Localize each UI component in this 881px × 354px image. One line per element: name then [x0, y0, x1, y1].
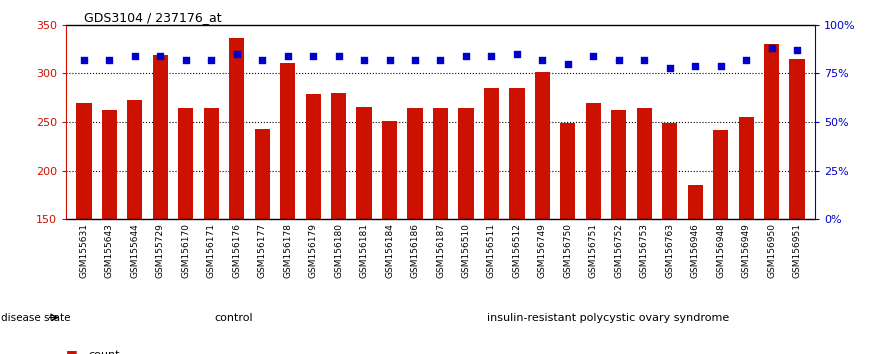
Point [281, 53, 295, 59]
Bar [458, 108, 474, 354]
Text: GSM155631: GSM155631 [79, 223, 88, 278]
Text: GSM156752: GSM156752 [614, 223, 623, 278]
Point [102, 57, 116, 63]
Point [765, 45, 779, 51]
Text: GSM156749: GSM156749 [538, 223, 547, 278]
Bar [509, 88, 524, 354]
Text: GSM156512: GSM156512 [513, 223, 522, 278]
Text: control: control [215, 313, 253, 322]
Point [77, 57, 91, 63]
Point [510, 51, 524, 57]
Text: GSM156511: GSM156511 [487, 223, 496, 278]
Text: GSM156951: GSM156951 [793, 223, 802, 278]
Bar [382, 121, 397, 354]
Bar [357, 107, 372, 354]
Point [485, 53, 499, 59]
Text: GSM155643: GSM155643 [105, 223, 114, 278]
Point [688, 63, 702, 68]
Point [433, 57, 448, 63]
Bar [407, 108, 423, 354]
Bar [764, 44, 780, 354]
Point [561, 61, 575, 67]
Point [459, 53, 473, 59]
Text: GSM156763: GSM156763 [665, 223, 674, 278]
Text: GSM156176: GSM156176 [233, 223, 241, 278]
Text: GSM156171: GSM156171 [207, 223, 216, 278]
Bar [255, 129, 270, 354]
Text: GSM156750: GSM156750 [563, 223, 573, 278]
Point [204, 57, 218, 63]
Point [179, 57, 193, 63]
Bar [611, 110, 626, 354]
Point [586, 53, 600, 59]
Text: GSM156180: GSM156180 [334, 223, 343, 278]
Point [230, 51, 244, 57]
Text: disease state: disease state [1, 313, 70, 322]
Bar [178, 108, 194, 354]
Text: GSM156170: GSM156170 [181, 223, 190, 278]
Text: GSM156181: GSM156181 [359, 223, 368, 278]
Bar [535, 72, 550, 354]
Text: GSM156950: GSM156950 [767, 223, 776, 278]
Point [128, 53, 142, 59]
Text: GSM156753: GSM156753 [640, 223, 648, 278]
Text: GSM155644: GSM155644 [130, 223, 139, 278]
Text: GSM156184: GSM156184 [385, 223, 394, 278]
Bar [713, 130, 729, 354]
Bar [77, 103, 92, 354]
Bar [280, 63, 295, 354]
Point [357, 57, 371, 63]
Bar [331, 93, 346, 354]
Bar [229, 38, 244, 354]
Point [255, 57, 270, 63]
Text: GDS3104 / 237176_at: GDS3104 / 237176_at [84, 11, 221, 24]
Bar [738, 117, 754, 354]
Text: GSM156179: GSM156179 [308, 223, 318, 278]
Bar [127, 100, 143, 354]
Point [663, 65, 677, 70]
Bar [101, 110, 117, 354]
Bar [586, 103, 601, 354]
Point [331, 53, 345, 59]
Text: GSM156178: GSM156178 [283, 223, 292, 278]
Text: GSM155729: GSM155729 [156, 223, 165, 278]
Text: insulin-resistant polycystic ovary syndrome: insulin-resistant polycystic ovary syndr… [487, 313, 729, 322]
Bar [637, 108, 652, 354]
Bar [484, 88, 499, 354]
Text: GSM156186: GSM156186 [411, 223, 419, 278]
Text: GSM156751: GSM156751 [589, 223, 598, 278]
Bar [663, 123, 677, 354]
Point [306, 53, 320, 59]
Text: GSM156949: GSM156949 [742, 223, 751, 278]
Text: count: count [88, 350, 120, 354]
Point [611, 57, 626, 63]
Text: GSM156510: GSM156510 [462, 223, 470, 278]
Bar [687, 185, 703, 354]
Point [382, 57, 396, 63]
Bar [789, 59, 804, 354]
Point [153, 53, 167, 59]
Text: GSM156177: GSM156177 [258, 223, 267, 278]
Point [714, 63, 728, 68]
Bar [306, 94, 321, 354]
Point [637, 57, 651, 63]
Point [739, 57, 753, 63]
Point [408, 57, 422, 63]
Bar [204, 108, 218, 354]
Text: ■: ■ [66, 348, 78, 354]
Point [536, 57, 550, 63]
Bar [560, 123, 575, 354]
Text: GSM156946: GSM156946 [691, 223, 700, 278]
Bar [433, 108, 448, 354]
Point [790, 47, 804, 53]
Bar [152, 55, 168, 354]
Text: GSM156187: GSM156187 [436, 223, 445, 278]
Text: GSM156948: GSM156948 [716, 223, 725, 278]
